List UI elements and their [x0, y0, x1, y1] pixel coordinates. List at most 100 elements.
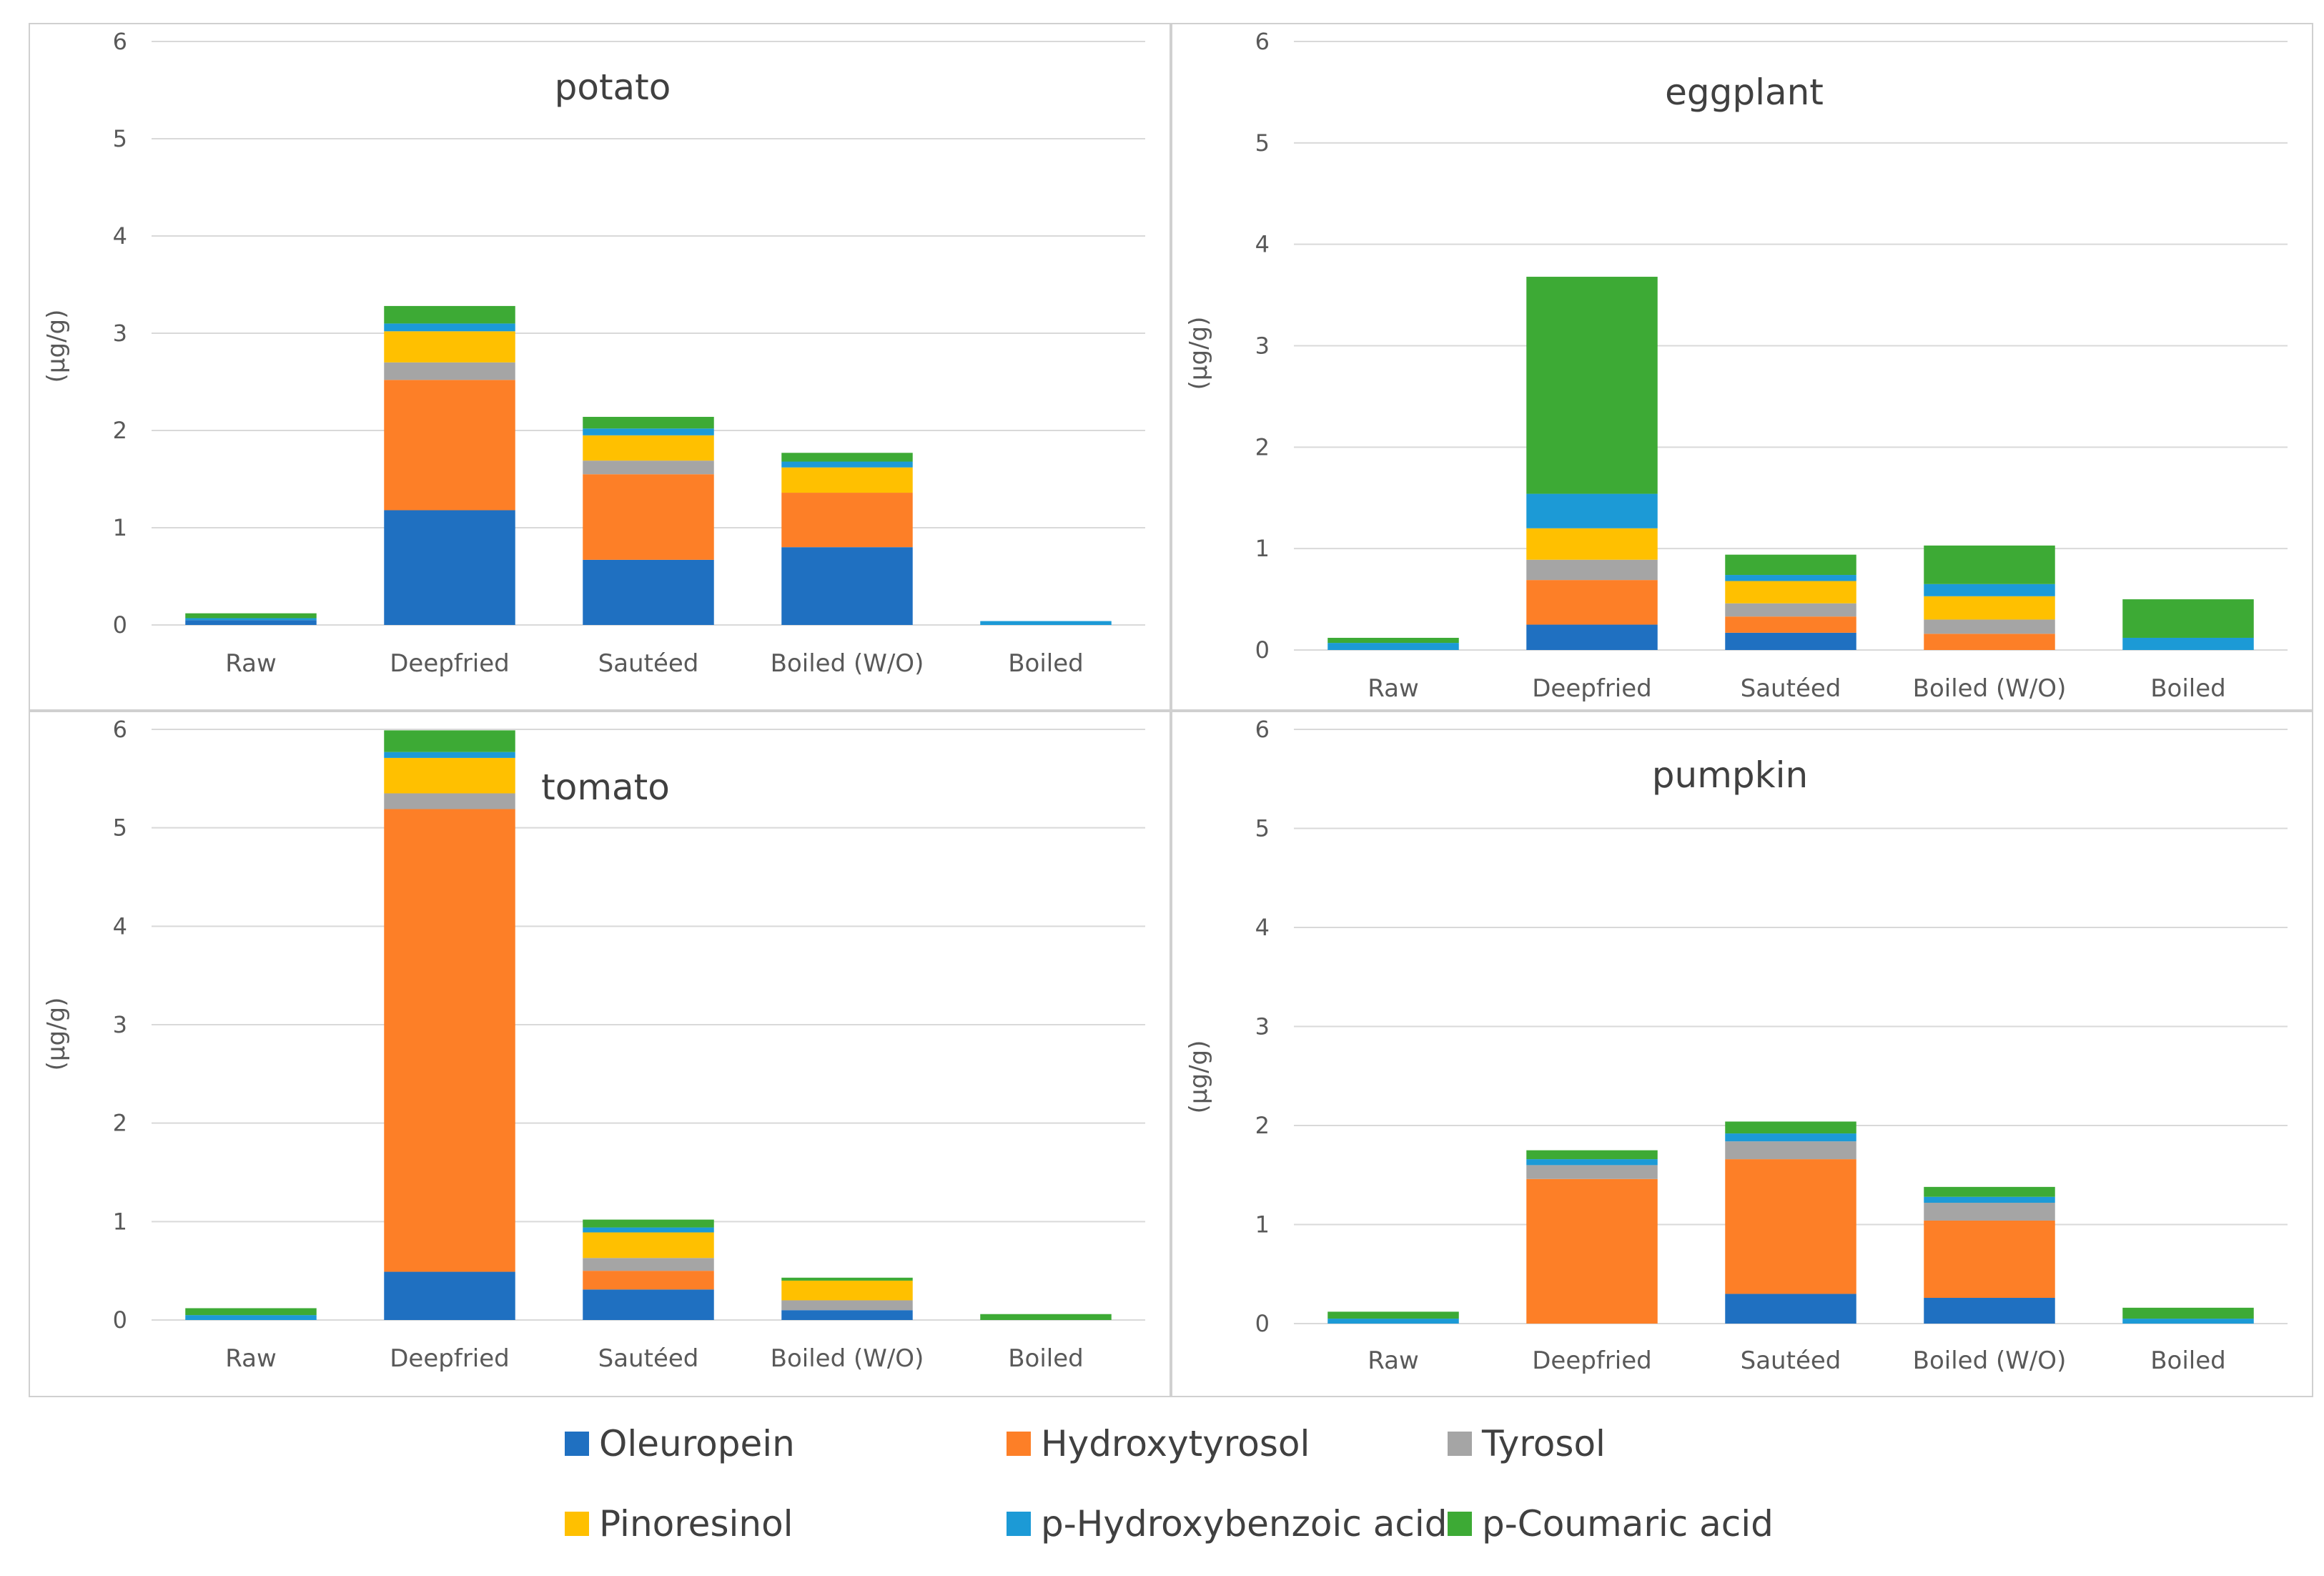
bar-segment-oleuropein	[583, 1289, 714, 1320]
bar-segment-p-coumaric-acid	[1924, 1186, 2055, 1197]
y-tick-label: 6	[113, 28, 127, 55]
bar-segment-tyrosol	[384, 793, 515, 809]
bar-segment-hydroxytyrosol	[1526, 1178, 1658, 1324]
y-tick-label: 0	[113, 1306, 127, 1334]
bar-segment-tyrosol	[1725, 603, 1856, 617]
bar-segment-p-hydroxybenzoic-acid	[384, 752, 515, 758]
y-tick-label: 1	[113, 514, 127, 541]
legend-swatch	[1448, 1432, 1472, 1456]
bar-segment-oleuropein	[1725, 1294, 1856, 1324]
bar-segment-oleuropein	[1924, 1297, 2055, 1324]
bar-segment-pinoresinol	[781, 1280, 913, 1301]
bar-segment-hydroxytyrosol	[384, 809, 515, 1272]
x-category-label: Boiled (W/O)	[771, 649, 924, 678]
bar-segment-p-hydroxybenzoic-acid	[781, 461, 913, 468]
x-category-label: Sautéed	[1741, 674, 1841, 703]
legend-swatch	[565, 1432, 589, 1456]
bar-segment-hydroxytyrosol	[1526, 580, 1658, 625]
x-category-label: Sautéed	[598, 649, 699, 678]
bar-segment-hydroxytyrosol	[781, 493, 913, 548]
legend-label: Oleuropein	[599, 1423, 795, 1464]
bar-segment-hydroxytyrosol	[1924, 1220, 2055, 1298]
chart-svg-potato: 0 1 2 3 4 5 6 (µg/g) potato Raw Deepfried Sautéed Bo…	[42, 28, 1145, 678]
bar-segment-tyrosol	[583, 461, 714, 475]
legend-swatch	[1448, 1512, 1472, 1536]
y-tick-label: 1	[1255, 1211, 1270, 1238]
bar-segment-p-hydroxybenzoic-acid	[1526, 1159, 1658, 1166]
bar-segment-pinoresinol	[384, 331, 515, 363]
bar-segment-hydroxytyrosol	[1725, 616, 1856, 633]
x-category-label: Deepfried	[1532, 1346, 1652, 1375]
y-tick-label: 6	[113, 716, 127, 743]
bar-segment-p-hydroxybenzoic-acid	[583, 1227, 714, 1233]
y-tick-label: 2	[113, 417, 127, 444]
bar-segment-p-coumaric-acid	[1327, 637, 1459, 644]
bar-segment-tyrosol	[583, 1258, 714, 1271]
y-tick-label: 4	[113, 912, 127, 940]
bar-segment-p-coumaric-acid	[1924, 545, 2055, 584]
bar-segment-p-hydroxybenzoic-acid	[384, 323, 515, 332]
bar-segment-p-coumaric-acid	[1526, 277, 1658, 494]
bar-segment-p-hydroxybenzoic-acid	[2122, 1319, 2254, 1324]
bar-segment-oleuropein	[384, 1271, 515, 1320]
y-tick-label: 2	[1255, 1112, 1270, 1139]
x-category-label: Boiled	[1008, 649, 1084, 678]
bar-segment-p-hydroxybenzoic-acid	[1327, 643, 1459, 650]
y-axis-label: (µg/g)	[42, 310, 71, 383]
x-category-label: Deepfried	[390, 1344, 510, 1373]
y-tick-label: 4	[1255, 231, 1270, 258]
y-axis-label: (µg/g)	[42, 998, 71, 1071]
chart-panel-potato: 0 1 2 3 4 5 6 (µg/g) potato Raw Deepfried Sautéed Bo…	[29, 23, 1171, 711]
bar-segment-p-hydroxybenzoic-acid	[583, 428, 714, 435]
y-tick-label: 0	[113, 611, 127, 639]
bar-segment-p-hydroxybenzoic-acid	[980, 621, 1112, 625]
bar-segment-p-hydroxybenzoic-acid	[1725, 575, 1856, 581]
bar-segment-p-coumaric-acid	[2122, 1307, 2254, 1319]
x-category-label: Boiled (W/O)	[1913, 674, 2067, 703]
bar-segment-p-coumaric-acid	[781, 453, 913, 462]
bar-segment-tyrosol	[781, 1300, 913, 1311]
x-category-label: Boiled	[2150, 674, 2226, 703]
legend-swatch	[1007, 1512, 1031, 1536]
bar-segment-p-coumaric-acid	[583, 1219, 714, 1228]
chart-legend: Oleuropein Hydroxytyrosol Tyrosol Pinore…	[0, 1402, 2324, 1573]
legend-item-tyrosol: Tyrosol	[1448, 1423, 1606, 1464]
x-category-label: Raw	[1368, 674, 1419, 703]
x-category-label: Boiled (W/O)	[771, 1344, 924, 1373]
bar-segment-tyrosol	[384, 362, 515, 380]
bar-segment-p-coumaric-acid	[583, 416, 714, 429]
y-axis-label: (µg/g)	[1185, 317, 1213, 390]
y-tick-label: 6	[1255, 28, 1270, 55]
chart-title: tomato	[541, 767, 670, 808]
bar-segment-p-hydroxybenzoic-acid	[185, 1315, 317, 1320]
bar-segment-p-coumaric-acid	[781, 1277, 913, 1281]
x-category-label: Boiled (W/O)	[1913, 1346, 2067, 1375]
bar-segment-pinoresinol	[1526, 528, 1658, 560]
bar-segment-oleuropein	[1526, 624, 1658, 650]
legend-item-hydroxytyrosol: Hydroxytyrosol	[1007, 1423, 1310, 1464]
bar-segment-oleuropein	[185, 620, 317, 625]
x-category-label: Boiled	[1008, 1344, 1084, 1373]
bar-segment-pinoresinol	[1725, 581, 1856, 604]
y-tick-label: 4	[113, 222, 127, 250]
bar-segment-oleuropein	[1725, 632, 1856, 650]
bar-segment-hydroxytyrosol	[1725, 1159, 1856, 1294]
chart-panel-tomato: 0 1 2 3 4 5 6 (µg/g) tomato Raw Deepfried Sautéed Bo…	[29, 711, 1171, 1397]
legend-item-p-hydroxybenzoic-acid: p-Hydroxybenzoic acid	[1007, 1503, 1447, 1545]
legend-label: p-Hydroxybenzoic acid	[1041, 1503, 1448, 1545]
x-category-label: Sautéed	[1741, 1346, 1841, 1375]
bar-segment-hydroxytyrosol	[583, 474, 714, 560]
bar-segment-p-hydroxybenzoic-acid	[1924, 583, 2055, 596]
y-tick-label: 0	[1255, 1310, 1270, 1337]
legend-label: Pinoresinol	[599, 1503, 793, 1545]
bar-segment-p-coumaric-acid	[384, 305, 515, 324]
y-tick-label: 3	[113, 1011, 127, 1038]
y-tick-label: 3	[113, 320, 127, 347]
legend-label: p-Coumaric acid	[1482, 1503, 1774, 1545]
bar-segment-pinoresinol	[384, 757, 515, 794]
x-category-label: Raw	[1368, 1346, 1419, 1375]
x-category-label: Deepfried	[1532, 674, 1652, 703]
chart-svg-tomato: 0 1 2 3 4 5 6 (µg/g) tomato Raw Deepfried Sautéed Bo…	[42, 716, 1145, 1373]
bar-segment-p-hydroxybenzoic-acid	[1924, 1196, 2055, 1203]
x-category-label: Sautéed	[598, 1344, 699, 1373]
